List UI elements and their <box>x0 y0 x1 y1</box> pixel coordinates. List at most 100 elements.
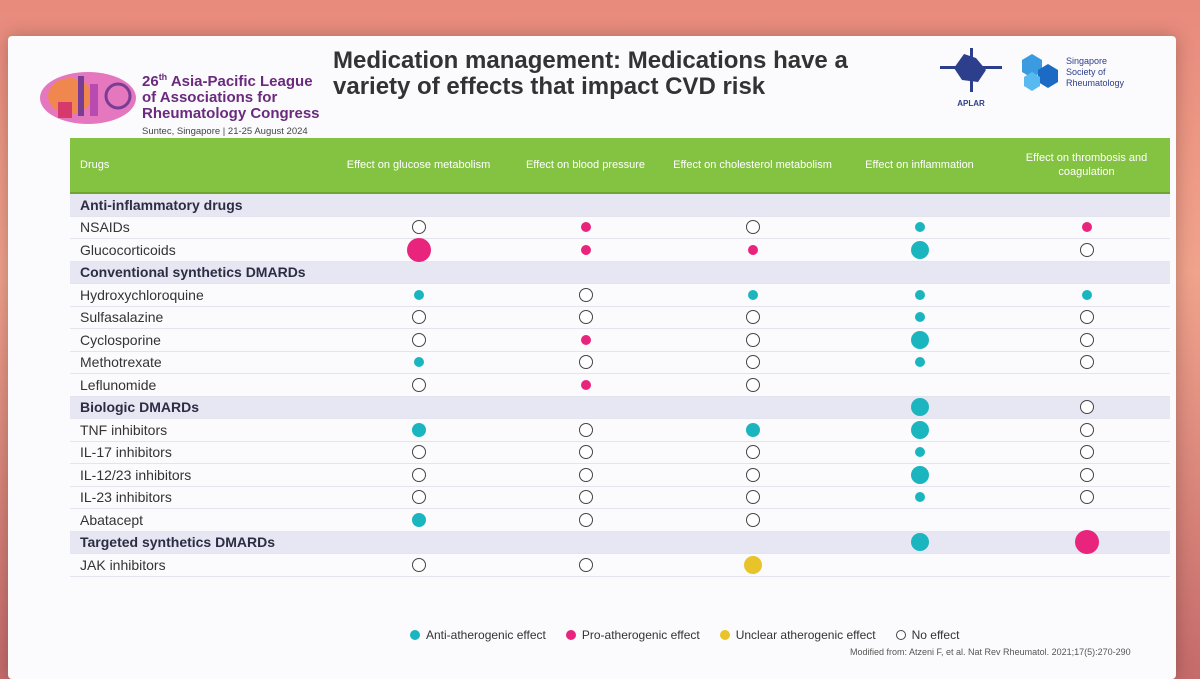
pro-effect-dot-icon <box>1081 222 1092 233</box>
anti-effect-dot-icon <box>914 289 925 300</box>
anti-effect-dot-icon <box>910 420 929 439</box>
header-cholesterol: Effect on cholesterol metabolism <box>673 159 832 171</box>
none-effect-dot-icon <box>411 490 426 505</box>
header-inflammation: Effect on inflammation <box>865 159 974 171</box>
none-effect-dot-icon <box>411 467 426 482</box>
slide-title: Medication management: Medications have … <box>333 47 848 100</box>
none-effect-dot-icon <box>1079 242 1094 257</box>
none-effect-dot-icon <box>411 220 426 235</box>
congress-number: 26 <box>142 73 159 90</box>
effect-cell <box>502 490 669 505</box>
table-row: Cyclosporine <box>70 329 1170 352</box>
anti-effect-dot-icon <box>747 289 758 300</box>
table-row: NSAIDs <box>70 217 1170 239</box>
effect-cell <box>335 310 502 325</box>
none-effect-dot-icon <box>745 310 760 325</box>
none-effect-dot-icon <box>745 220 760 235</box>
congress-suffix: th <box>158 72 168 82</box>
congress-logo-icon <box>40 72 136 124</box>
legend: Anti-atherogenic effect Pro-atherogenic … <box>410 628 969 642</box>
drug-name: Glucocorticoids <box>80 241 176 258</box>
table-row: Hydroxychloroquine <box>70 284 1170 307</box>
drug-name: IL-17 inhibitors <box>80 444 172 461</box>
effect-cell <box>335 490 502 505</box>
anti-effect-dot-icon <box>910 533 929 552</box>
effect-cell <box>502 287 669 302</box>
anti-effect-dot-icon <box>413 357 424 368</box>
effect-cell <box>335 357 502 368</box>
ssr-hexagon-icon <box>1022 54 1058 91</box>
effect-cell <box>836 398 1003 417</box>
effect-cell <box>1003 445 1170 460</box>
slide: 26th Asia-Pacific League of Associations… <box>8 36 1176 679</box>
none-effect-dot-icon <box>745 445 760 460</box>
effect-cell <box>669 445 836 460</box>
table-body: Anti-inflammatory drugs NSAIDs Glucocortic… <box>70 194 1170 577</box>
ssr-line2: Society of <box>1066 67 1106 77</box>
none-effect-dot-icon <box>1079 332 1094 347</box>
slide-header: 26th Asia-Pacific League of Associations… <box>8 36 1176 141</box>
table-row: IL-23 inhibitors <box>70 487 1170 509</box>
none-effect-dot-icon <box>745 490 760 505</box>
effect-cell <box>335 512 502 527</box>
drug-name: IL-23 inhibitors <box>80 489 172 506</box>
medication-table: Drugs Effect on glucose metabolism Effec… <box>70 138 1170 577</box>
legend-anti: Anti-atherogenic effect <box>410 628 546 642</box>
header-thrombosis: Effect on thrombosis and coagulation <box>1025 152 1148 178</box>
effect-cell <box>669 422 836 437</box>
effect-cell <box>669 289 836 300</box>
effect-cell <box>669 555 836 574</box>
drug-name: Leflunomide <box>80 376 157 393</box>
drug-name: Biologic DMARDs <box>80 399 199 416</box>
legend-unclear: Unclear atherogenic effect <box>719 628 876 642</box>
effect-cell <box>335 422 502 437</box>
anti-atherogenic-dot-icon <box>410 630 420 640</box>
none-effect-dot-icon <box>578 467 593 482</box>
congress-name: 26th Asia-Pacific League of Associations… <box>142 69 342 137</box>
effect-cell <box>836 533 1003 552</box>
effect-cell <box>1003 530 1170 555</box>
effect-cell <box>669 244 836 255</box>
header-glucose: Effect on glucose metabolism <box>346 159 491 171</box>
effect-cell <box>502 355 669 370</box>
anti-effect-dot-icon <box>914 222 925 233</box>
effect-cell <box>836 357 1003 368</box>
ssr-line1: Singapore <box>1066 56 1108 66</box>
effect-cell <box>836 330 1003 349</box>
drug-name: Methotrexate <box>80 354 162 371</box>
effect-cell <box>335 220 502 235</box>
anti-effect-dot-icon <box>914 357 925 368</box>
table-row: Abatacept <box>70 509 1170 532</box>
drug-name: TNF inhibitors <box>80 421 168 438</box>
effect-cell <box>335 377 502 392</box>
none-effect-dot-icon <box>578 422 593 437</box>
effect-cell <box>502 244 669 255</box>
congress-line3: Rheumatology Congress <box>142 105 320 122</box>
table-row: Sulfasalazine <box>70 307 1170 329</box>
aplar-emblem-icon <box>940 48 1002 92</box>
none-effect-dot-icon <box>745 467 760 482</box>
table-row: TNF inhibitors <box>70 419 1170 442</box>
pro-effect-dot-icon <box>580 244 591 255</box>
effect-cell <box>836 447 1003 458</box>
effect-cell <box>1003 242 1170 257</box>
effect-cell <box>836 420 1003 439</box>
drug-name: Conventional synthetics DMARDs <box>80 264 306 281</box>
effect-cell <box>836 465 1003 484</box>
congress-venue: Suntec, Singapore | 21-25 August 2024 <box>142 126 308 137</box>
none-effect-dot-icon <box>1079 445 1094 460</box>
effect-cell <box>502 222 669 233</box>
congress-line2: of Associations for <box>142 89 278 106</box>
anti-effect-dot-icon <box>910 465 929 484</box>
none-effect-dot-icon <box>1079 490 1094 505</box>
none-effect-dot-icon <box>745 512 760 527</box>
none-effect-dot-icon <box>578 287 593 302</box>
none-effect-dot-icon <box>745 332 760 347</box>
ssr-line3: Rheumatology <box>1066 78 1125 88</box>
effect-cell <box>669 355 836 370</box>
anti-effect-dot-icon <box>413 289 424 300</box>
anti-effect-dot-icon <box>910 398 929 417</box>
drug-name: Cyclosporine <box>80 331 161 348</box>
none-effect-dot-icon <box>411 377 426 392</box>
anti-effect-dot-icon <box>411 512 426 527</box>
